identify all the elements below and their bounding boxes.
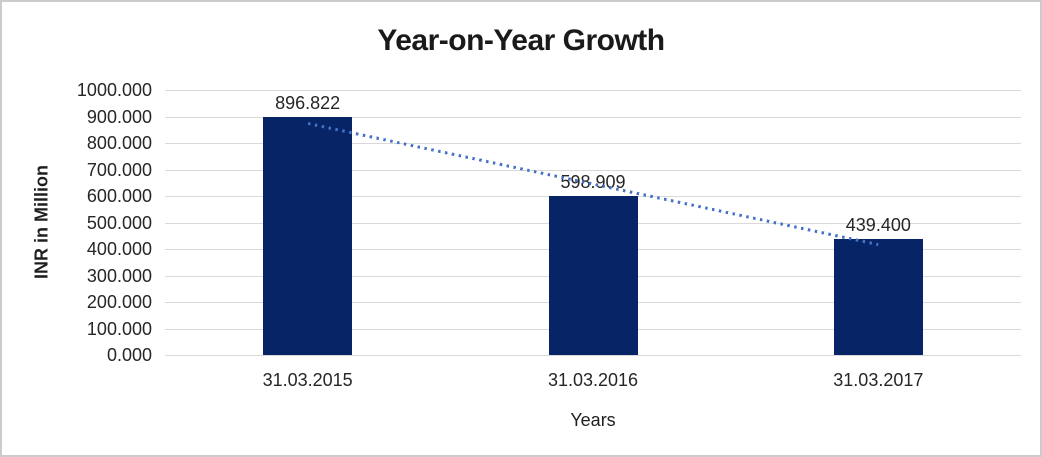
y-tick-label: 300.000 [86, 265, 152, 286]
x-axis-title: Years [570, 410, 616, 430]
bar-31.03.2016 [548, 196, 638, 355]
y-tick-label: 200.000 [86, 292, 152, 312]
y-tick-label: 500.000 [86, 212, 152, 233]
bar-data-label: 439.400 [845, 214, 911, 235]
y-tick-label: 800.000 [86, 133, 152, 153]
bar-31.03.2017 [833, 238, 923, 355]
y-tick-label: 100.000 [86, 318, 152, 339]
x-tick-label: 31.03.2015 [262, 370, 353, 390]
y-tick-label: 700.000 [86, 159, 152, 180]
y-tick-label: 900.000 [86, 106, 152, 127]
y-tick-label: 400.000 [86, 239, 152, 259]
gridline [165, 169, 1021, 171]
bar-data-label: 896.822 [275, 93, 341, 114]
x-tick-label: 31.03.2017 [833, 370, 924, 390]
x-tick-label: 31.03.2016 [547, 370, 639, 390]
gridline [165, 116, 1021, 118]
chart-title: Year-on-Year Growth [377, 24, 665, 57]
gridline [165, 143, 1021, 144]
y-tick-label: 1000.000 [76, 80, 152, 100]
y-tick-label: 600.000 [86, 186, 152, 206]
y-tick-label: 0.000 [106, 345, 152, 365]
bar-31.03.2015 [263, 117, 353, 355]
gridline [165, 355, 1021, 356]
gridline [165, 90, 1021, 91]
